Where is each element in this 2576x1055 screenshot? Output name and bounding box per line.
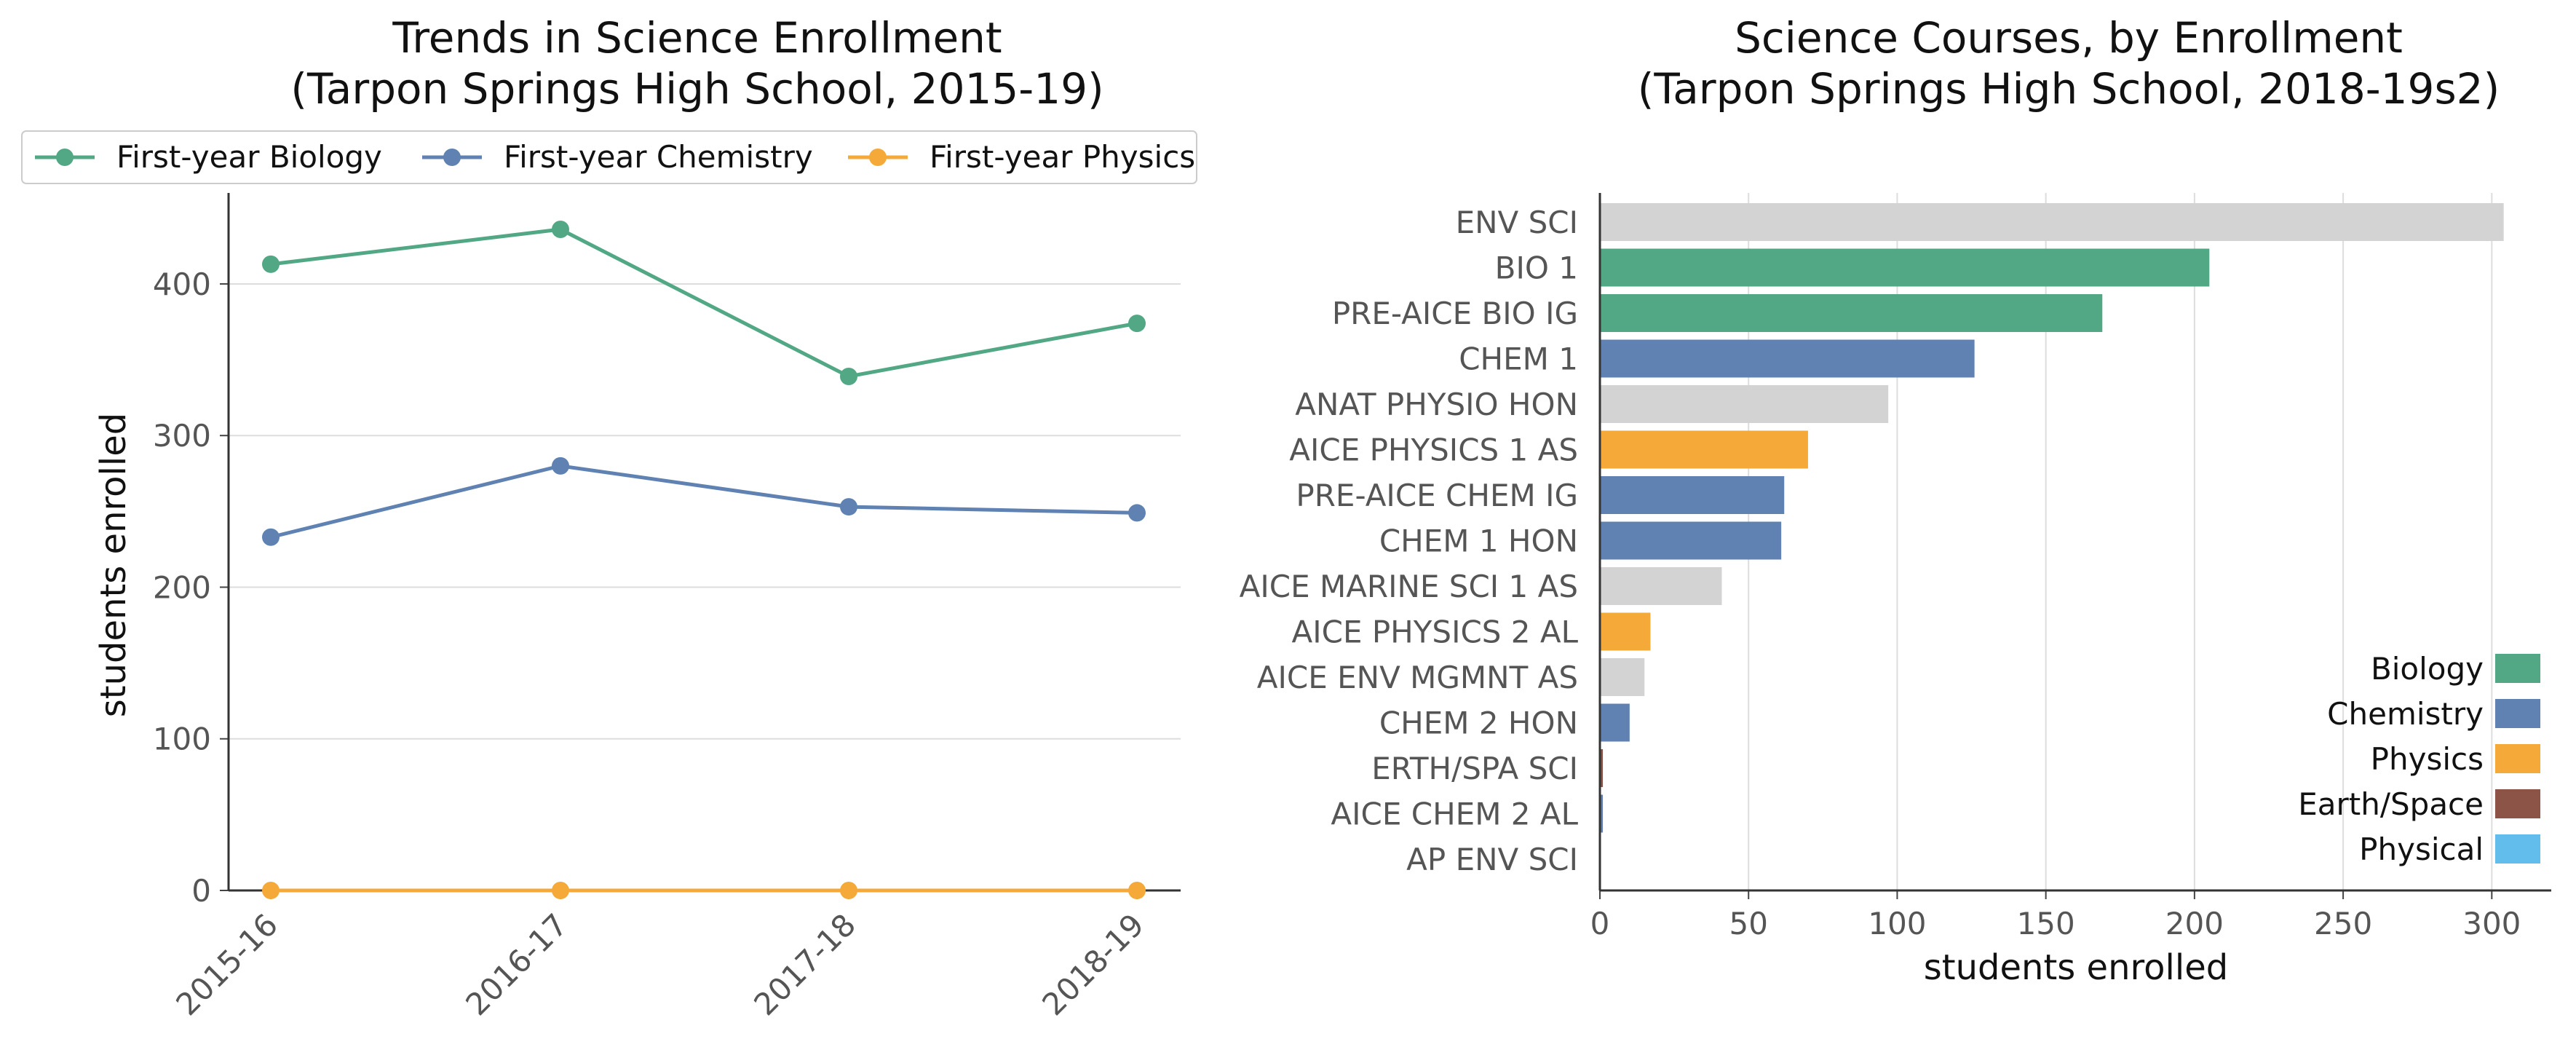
right-bar [1600,203,2504,241]
left-legend-swatch-marker [443,149,461,166]
left-legend-swatch-marker [869,149,887,166]
right-bar-label: ENV SCI [1456,205,1578,240]
right-legend-swatch [2495,654,2540,683]
left-series-point [262,528,280,546]
left-legend-label: First-year Physics [930,139,1195,175]
right-xtick-label: 150 [2017,906,2075,941]
right-xtick-label: 50 [1729,906,1767,941]
left-xtick-label: 2017-18 [747,906,863,1022]
left-series-point [1128,504,1146,522]
right-bar [1600,794,1604,833]
right-bar-label: AICE PHYSICS 1 AS [1289,432,1578,468]
right-bar-label: ERTH/SPA SCI [1371,751,1578,786]
left-ytick-label: 400 [153,266,211,302]
left-chart-plot: 0 100 200 300 400 2015-16 2016-17 2017-18 2018-1… [153,193,1181,1022]
left-legend-label: First-year Biology [116,139,382,175]
right-bar-label: CHEM 1 [1459,341,1578,377]
left-legend-frame [21,130,1197,184]
left-series-point [1128,315,1146,333]
right-chart-legend: Biology Chemistry Physics Earth/Space Physic… [2298,651,2540,867]
left-legend-label: First-year Chemistry [504,139,813,175]
left-series-point [840,367,857,385]
left-series-point [552,882,569,899]
right-bar [1600,339,1975,378]
right-legend-label: Chemistry [2327,696,2484,732]
right-bar [1600,385,1889,423]
left-series-point [840,882,857,899]
left-chart-title: Trends in Science Enrollment [392,13,1002,63]
right-bar [1600,521,1782,560]
left-xtick-label: 2018-19 [1035,906,1151,1022]
right-bar-label: AICE PHYSICS 2 AL [1292,615,1579,650]
right-legend-swatch [2495,834,2540,864]
right-legend-swatch [2495,699,2540,728]
left-series-point [552,457,569,475]
right-bar-label: AICE ENV MGMNT AS [1257,660,1578,695]
left-legend-swatch-marker [56,149,74,166]
left-ytick-label: 200 [153,569,211,605]
right-bar [1600,703,1630,742]
right-xtick-label: 100 [1868,906,1926,941]
right-bar-label: PRE-AICE BIO IG [1332,296,1578,331]
left-xtick-label: 2016-17 [459,906,574,1022]
left-ytick-label: 0 [191,873,211,909]
right-bar [1600,612,1651,651]
left-series-point [262,882,280,899]
right-bar-label: AICE CHEM 2 AL [1331,797,1578,832]
right-legend-swatch [2495,789,2540,818]
right-bar-label: CHEM 2 HON [1379,706,1578,741]
left-series-point [1128,882,1146,899]
left-series-point [840,498,857,516]
right-bar [1600,567,1722,605]
right-xtick-label: 250 [2314,906,2372,941]
right-bar-label: CHEM 1 HON [1379,523,1578,559]
right-legend-label: Earth/Space [2298,786,2484,822]
right-chart-subtitle: (Tarpon Springs High School, 2018-19s2) [1638,64,2500,114]
right-xtick-label: 300 [2462,906,2521,941]
right-chart-title: Science Courses, by Enrollment [1735,13,2403,63]
right-bar [1600,749,1604,787]
left-ytick-label: 300 [153,418,211,454]
right-bar-label: AP ENV SCI [1406,842,1578,877]
right-bar [1600,430,1808,469]
right-bar-label: BIO 1 [1495,250,1578,286]
right-xtick-label: 200 [2165,906,2224,941]
left-chart-legend: First-year Biology First-year Chemistry Fi… [21,130,1197,184]
left-chart-subtitle: (Tarpon Springs High School, 2015-19) [290,64,1103,114]
right-legend-swatch [2495,744,2540,773]
right-chart-plot: 0 50 100 150 200 250 300 ENV SCI BIO 1 PRE-AICE B… [1240,193,2551,941]
right-chart-xlabel: students enrolled [1924,947,2228,988]
left-series-point [262,255,280,273]
right-legend-label: Physical [2359,831,2484,867]
left-series-line [270,227,1138,379]
right-bar [1600,476,1785,514]
left-ytick-label: 100 [153,722,211,757]
left-xtick-label: 2015-16 [169,906,285,1022]
right-bar-label: AICE MARINE SCI 1 AS [1240,569,1578,604]
left-series-point [552,220,569,238]
left-series-line [270,464,1138,540]
right-xtick-label: 0 [1590,906,1610,941]
right-legend-label: Physics [2371,741,2484,777]
right-legend-label: Biology [2371,651,2484,687]
right-bar [1600,294,2103,332]
right-bar [1600,658,1645,696]
right-bar-label: ANAT PHYSIO HON [1295,387,1578,422]
left-chart-ylabel: students enrolled [93,413,134,717]
right-bar-label: PRE-AICE CHEM IG [1296,478,1578,513]
right-bar [1600,248,2210,287]
